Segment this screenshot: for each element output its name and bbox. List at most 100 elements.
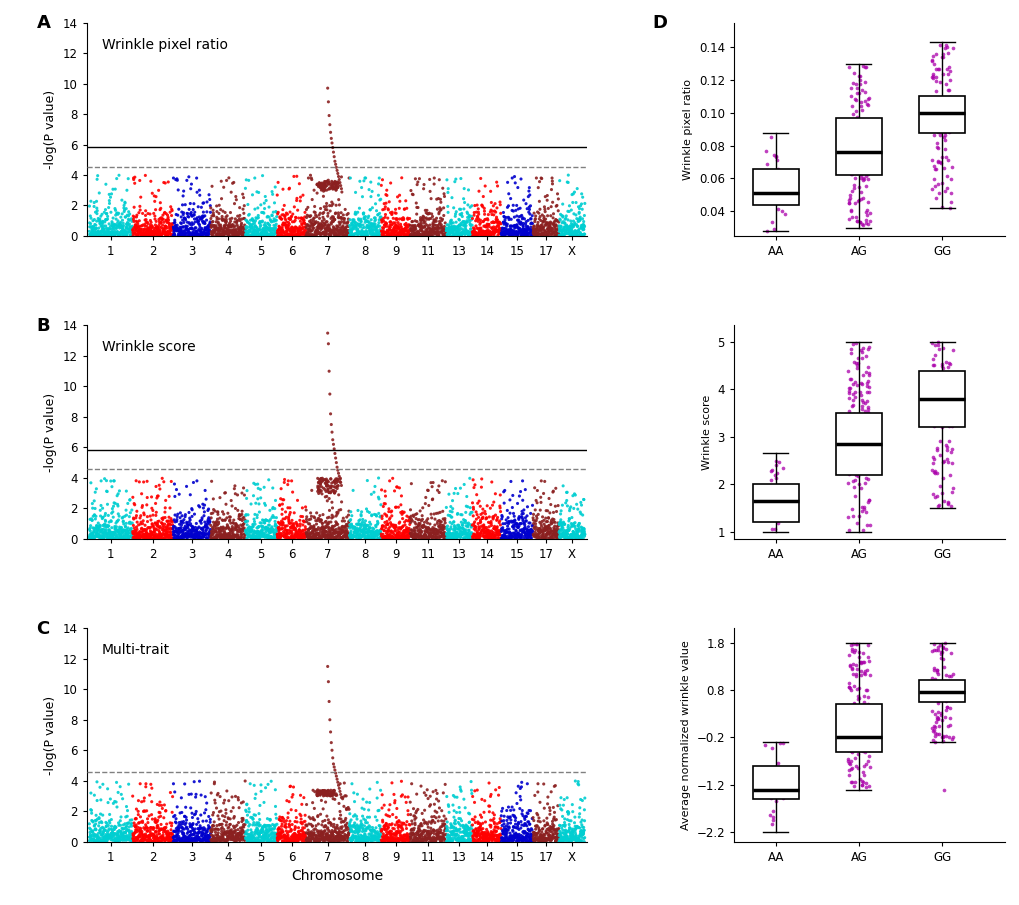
Point (121, 492, 138, 507)
Point (267, 224, 283, 238)
Point (532, 227, 548, 242)
Point (182, 207, 199, 222)
Point (138, 530, 154, 545)
Point (769, 161, 786, 176)
Point (842, 738, 858, 752)
Point (231, 208, 248, 223)
Point (449, 832, 466, 846)
Point (428, 225, 444, 240)
Point (175, 832, 192, 846)
Point (122, 522, 139, 537)
Point (480, 225, 496, 240)
Point (204, 832, 220, 846)
Point (285, 224, 302, 238)
Point (322, 479, 338, 493)
Point (378, 219, 394, 233)
Point (184, 834, 201, 848)
Point (502, 529, 519, 544)
Point (240, 224, 257, 239)
Point (210, 224, 226, 238)
Point (101, 522, 117, 537)
Point (183, 222, 200, 236)
Point (320, 674, 336, 689)
Point (343, 834, 360, 848)
Point (437, 527, 453, 541)
Point (276, 828, 292, 843)
Point (309, 531, 325, 546)
Point (87, 788, 103, 803)
Point (113, 529, 129, 544)
Point (281, 224, 298, 238)
Point (844, 419, 860, 433)
Point (211, 832, 227, 846)
Point (259, 210, 275, 224)
Point (215, 228, 231, 243)
Point (225, 830, 242, 844)
Point (489, 223, 505, 237)
Point (275, 217, 291, 232)
Point (137, 222, 153, 236)
Point (310, 226, 326, 241)
Point (183, 218, 200, 233)
Point (217, 824, 233, 839)
Point (559, 831, 576, 845)
Point (412, 529, 428, 543)
Point (284, 519, 301, 533)
Point (328, 181, 344, 195)
Point (329, 526, 345, 540)
Point (162, 500, 178, 515)
Point (224, 176, 240, 191)
Point (85, 526, 101, 540)
Point (261, 210, 277, 224)
Point (280, 227, 297, 242)
Point (420, 225, 436, 240)
Point (523, 834, 539, 848)
Point (760, 784, 776, 798)
Point (468, 531, 484, 546)
Point (316, 522, 332, 537)
Point (230, 224, 247, 239)
Point (180, 833, 197, 847)
Point (435, 223, 451, 237)
Point (177, 519, 194, 533)
Point (542, 217, 558, 232)
Point (93, 525, 109, 539)
Point (305, 830, 321, 844)
Point (337, 811, 354, 825)
Point (200, 512, 216, 527)
Point (533, 525, 549, 539)
Point (118, 824, 135, 838)
Point (326, 834, 342, 848)
Point (404, 529, 420, 543)
Point (857, 137, 873, 151)
Point (445, 223, 462, 237)
Point (433, 224, 449, 239)
Point (548, 823, 565, 837)
Point (475, 219, 491, 233)
Point (465, 221, 481, 235)
Point (445, 228, 462, 243)
Point (220, 225, 236, 240)
Point (464, 786, 480, 801)
Point (553, 834, 570, 848)
Point (174, 224, 191, 238)
Point (471, 827, 487, 842)
Point (104, 828, 120, 843)
Point (535, 228, 551, 243)
Point (493, 509, 510, 523)
Point (292, 226, 309, 241)
Point (324, 786, 340, 801)
Point (332, 224, 348, 239)
Point (487, 524, 503, 538)
Point (418, 513, 434, 528)
Point (233, 504, 250, 519)
Point (320, 481, 336, 496)
Point (263, 531, 279, 546)
Point (245, 216, 261, 231)
Point (553, 832, 570, 846)
Point (269, 834, 285, 848)
Point (195, 215, 211, 230)
Point (176, 833, 193, 847)
Point (97, 506, 113, 520)
Point (85, 496, 101, 510)
